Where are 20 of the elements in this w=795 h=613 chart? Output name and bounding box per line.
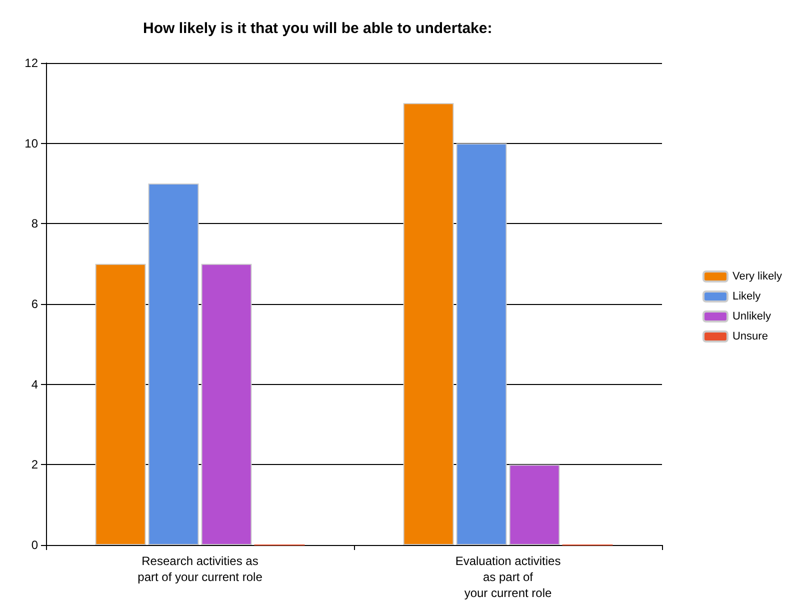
legend-label: Unsure <box>732 330 768 342</box>
y-tick-label: 10 <box>24 136 38 150</box>
bar <box>148 184 199 545</box>
y-tick-label: 8 <box>31 216 38 231</box>
legend-label: Unlikely <box>732 310 772 322</box>
y-tick-label: 6 <box>31 297 38 311</box>
bar <box>456 143 507 545</box>
y-tick-label: 4 <box>31 377 38 392</box>
bar <box>509 464 560 545</box>
bar <box>201 264 252 545</box>
y-tick-label: 12 <box>24 56 38 70</box>
x-tick-label: Evaluation activities as part of your current role <box>455 554 561 600</box>
chart-title: How likely is it that you will be able to undertake: <box>143 20 492 37</box>
y-tick-label: 2 <box>31 458 38 472</box>
y-tick-label: 0 <box>31 538 38 552</box>
legend-label: Likely <box>732 290 762 302</box>
bar <box>95 264 146 545</box>
bar <box>403 103 454 545</box>
x-tick-label: Research activities as part of your current role <box>138 554 263 584</box>
legend-label: Very likely <box>732 270 782 282</box>
